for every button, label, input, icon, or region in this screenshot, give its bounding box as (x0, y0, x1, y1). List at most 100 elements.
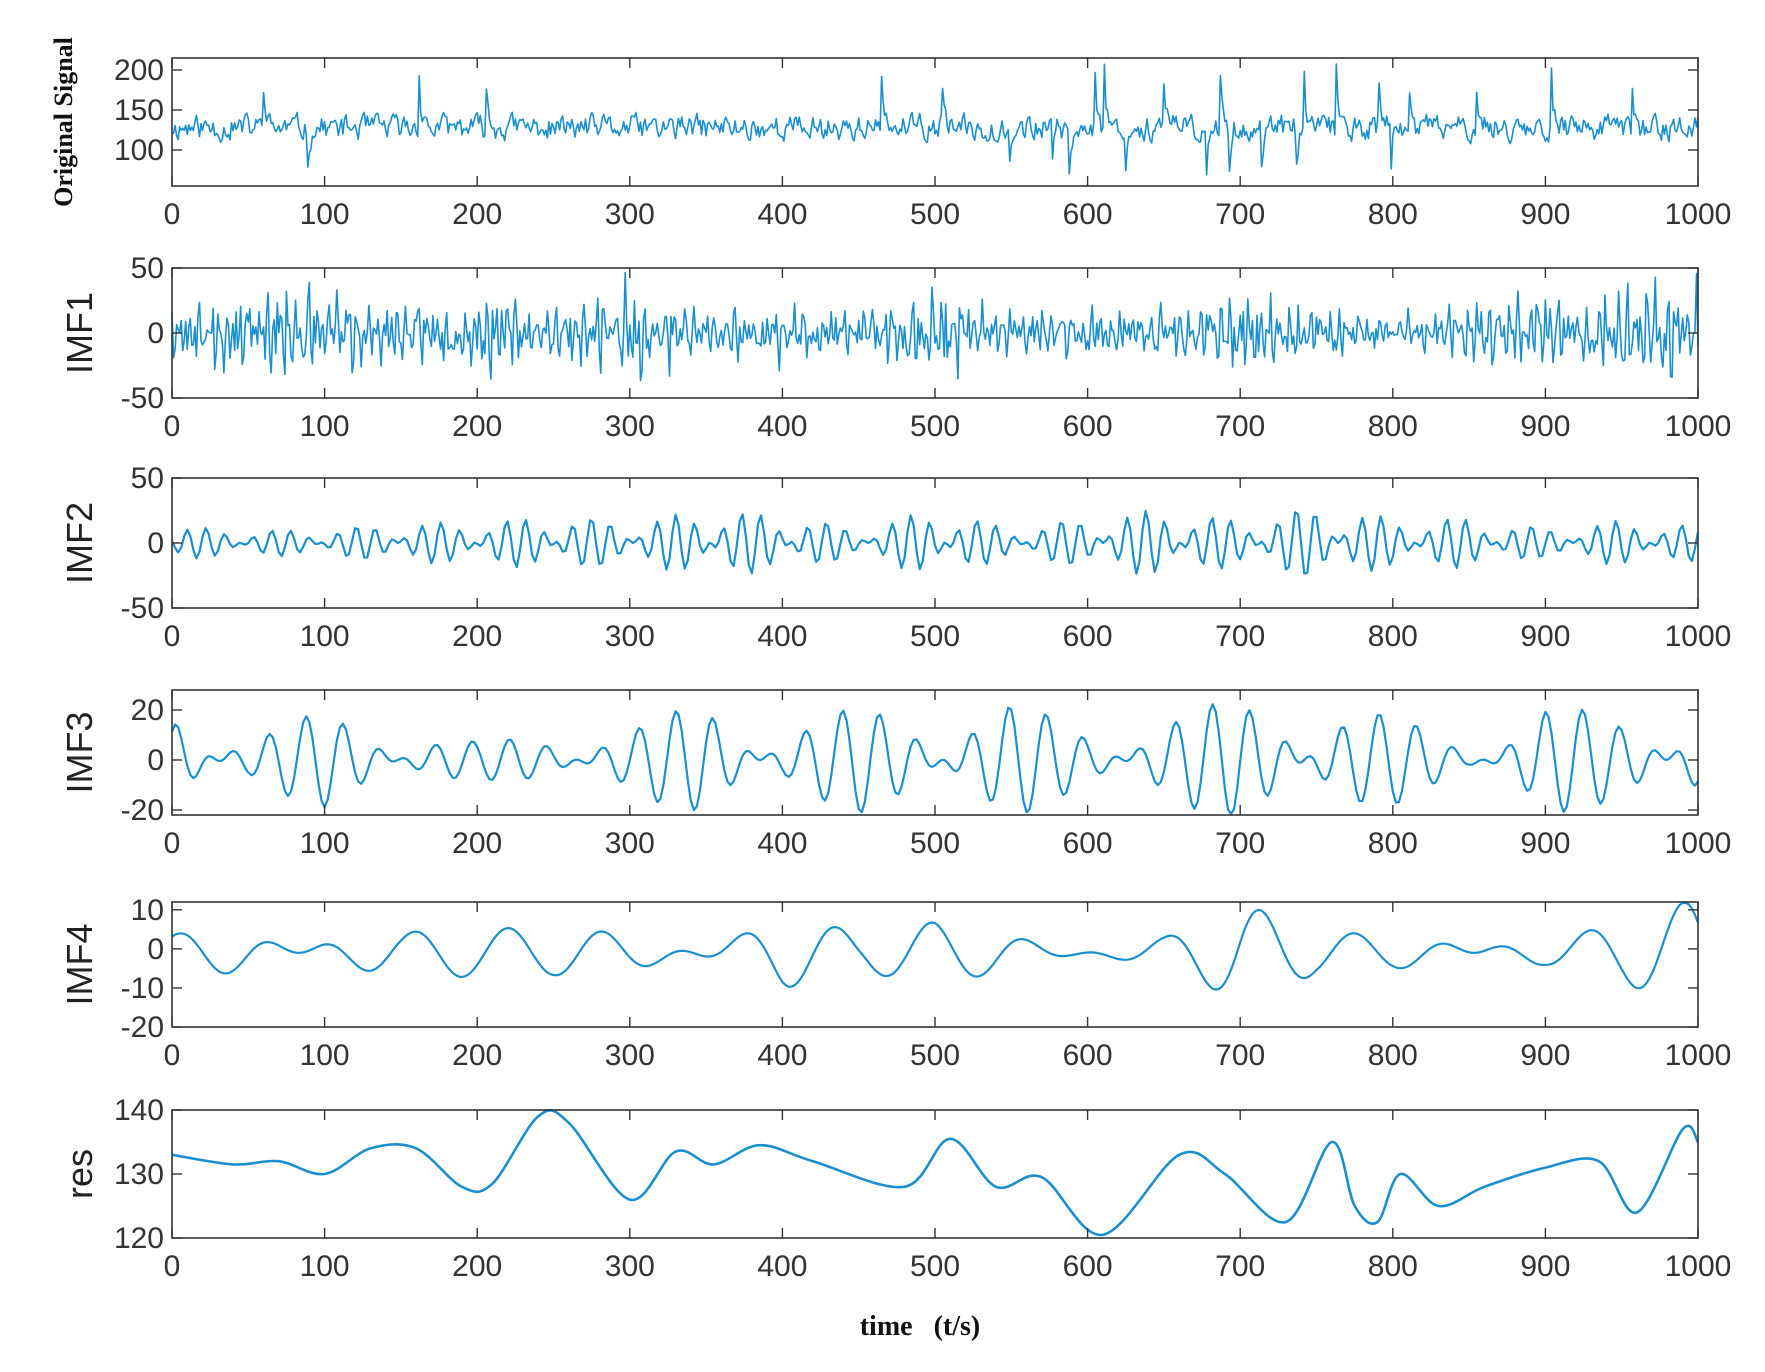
y-tick-label-imf3: -20 (121, 794, 164, 827)
x-tick-label-original: 200 (452, 198, 502, 231)
series-line-imf4 (171, 901, 1700, 991)
x-tick-label-res: 0 (164, 1250, 181, 1283)
y-tick-label-imf3: 20 (131, 694, 164, 727)
y-axis-label-res: res (59, 1149, 100, 1199)
panel-original: 0 100 200 300 400 500 600 700 800 900 100010015020… (49, 37, 1731, 231)
x-tick-label-original: 100 (300, 198, 350, 231)
axes-box-imf3 (171, 689, 1699, 816)
x-tick-label-original: 300 (605, 198, 655, 231)
x-tick-label-imf1: 200 (452, 410, 502, 443)
y-axis-label-original: Original Signal (49, 37, 78, 207)
x-tick-label-res: 1000 (1665, 1250, 1732, 1283)
y-tick-label-original: 150 (114, 94, 164, 127)
x-tick-label-imf3: 300 (605, 827, 655, 860)
y-tick-label-res: 130 (114, 1158, 164, 1191)
x-tick-label-res: 300 (605, 1250, 655, 1283)
x-tick-label-imf2: 700 (1215, 620, 1265, 653)
x-tick-label-res: 500 (910, 1250, 960, 1283)
x-tick-label-imf4: 100 (300, 1039, 350, 1072)
x-tick-label-imf2: 1000 (1665, 620, 1732, 653)
x-tick-label-original: 600 (1063, 198, 1113, 231)
x-tick-label-imf3: 0 (164, 827, 181, 860)
y-tick-label-imf4: -10 (121, 972, 164, 1005)
x-tick-label-imf3: 400 (757, 827, 807, 860)
x-tick-label-imf4: 300 (605, 1039, 655, 1072)
x-tick-label-imf2: 900 (1520, 620, 1570, 653)
y-tick-label-original: 200 (114, 54, 164, 87)
x-tick-label-imf1: 300 (605, 410, 655, 443)
series-line-imf3 (170, 703, 1699, 816)
x-tick-label-imf3: 900 (1520, 827, 1570, 860)
x-tick-label-imf1: 800 (1368, 410, 1418, 443)
x-tick-label-imf4: 1000 (1665, 1039, 1732, 1072)
x-tick-label-imf4: 0 (164, 1039, 181, 1072)
y-tick-label-res: 120 (114, 1222, 164, 1255)
series-line-imf2 (170, 509, 1700, 575)
x-tick-label-imf4: 600 (1063, 1039, 1113, 1072)
series-line-imf1 (171, 271, 1699, 382)
x-tick-label-imf2: 200 (452, 620, 502, 653)
panels-group: 0 100 200 300 400 500 600 700 800 900 100010015020… (49, 37, 1731, 1283)
x-tick-label-res: 800 (1368, 1250, 1418, 1283)
x-tick-label-imf3: 700 (1215, 827, 1265, 860)
x-tick-label-res: 400 (757, 1250, 807, 1283)
y-tick-label-imf4: 10 (131, 894, 164, 927)
y-axis-label-imf3: IMF3 (59, 711, 100, 793)
y-tick-label-res: 140 (114, 1094, 164, 1127)
x-tick-label-imf4: 800 (1368, 1039, 1418, 1072)
x-tick-label-imf2: 100 (300, 620, 350, 653)
x-tick-label-original: 900 (1520, 198, 1570, 231)
y-tick-label-imf1: 0 (147, 317, 164, 350)
x-tick-label-imf1: 400 (757, 410, 807, 443)
y-axis-label-imf1: IMF1 (59, 292, 100, 374)
x-tick-label-original: 500 (910, 198, 960, 231)
y-tick-label-imf4: 0 (147, 933, 164, 966)
x-tick-label-original: 700 (1215, 198, 1265, 231)
x-tick-label-imf2: 400 (757, 620, 807, 653)
x-tick-label-res: 900 (1520, 1250, 1570, 1283)
x-tick-label-imf2: 0 (164, 620, 181, 653)
y-tick-label-original: 100 (114, 134, 164, 167)
x-tick-label-imf1: 500 (910, 410, 960, 443)
x-tick-label-imf4: 700 (1215, 1039, 1265, 1072)
panel-imf3: 0 100 200 300 400 500 600 700 800 900 1000-20020IM… (59, 689, 1732, 860)
axes-box-imf4 (171, 901, 1699, 1028)
x-tick-label-res: 200 (452, 1250, 502, 1283)
axes-box-original (171, 57, 1699, 187)
x-tick-label-imf1: 600 (1063, 410, 1113, 443)
x-tick-label-imf1: 1000 (1665, 410, 1732, 443)
x-tick-label-imf4: 400 (757, 1039, 807, 1072)
x-tick-label-original: 800 (1368, 198, 1418, 231)
series-line-res (171, 1109, 1700, 1237)
x-tick-label-imf4: 900 (1520, 1039, 1570, 1072)
x-tick-label-imf3: 800 (1368, 827, 1418, 860)
y-tick-label-imf2: 0 (147, 527, 164, 560)
x-tick-label-imf4: 500 (910, 1039, 960, 1072)
y-tick-label-imf1: 50 (131, 252, 164, 285)
x-tick-label-original: 1000 (1665, 198, 1732, 231)
series-line-original (171, 63, 1699, 176)
y-tick-label-imf1: -50 (121, 382, 164, 415)
panel-imf4: 0 100 200 300 400 500 600 700 800 900 1000 -20 -10 0 1… (59, 894, 1731, 1072)
x-tick-label-imf1: 0 (164, 410, 181, 443)
x-tick-label-imf4: 200 (452, 1039, 502, 1072)
x-tick-label-imf1: 700 (1215, 410, 1265, 443)
y-axis-label-imf2: IMF2 (59, 502, 100, 584)
x-tick-label-imf2: 300 (605, 620, 655, 653)
y-tick-label-imf4: -20 (121, 1011, 164, 1044)
x-tick-label-res: 100 (300, 1250, 350, 1283)
x-tick-label-imf2: 600 (1063, 620, 1113, 653)
y-axis-label-imf4: IMF4 (59, 923, 100, 1005)
x-tick-label-imf3: 1000 (1665, 827, 1732, 860)
x-tick-label-imf3: 600 (1063, 827, 1113, 860)
panel-res: 0 100 200 300 400 500 600 700 800 900 1000 120 130 14… (59, 1094, 1731, 1283)
x-tick-label-imf3: 200 (452, 827, 502, 860)
x-tick-label-imf3: 500 (910, 827, 960, 860)
panel-imf2: 0 100 200 300 400 500 600 700 800 900 1000-50050IM… (59, 462, 1731, 653)
x-tick-label-imf2: 500 (910, 620, 960, 653)
x-tick-label-imf1: 100 (300, 410, 350, 443)
x-axis-label: time (t/s) (860, 1311, 981, 1342)
x-tick-label-imf1: 900 (1520, 410, 1570, 443)
x-tick-label-res: 700 (1215, 1250, 1265, 1283)
